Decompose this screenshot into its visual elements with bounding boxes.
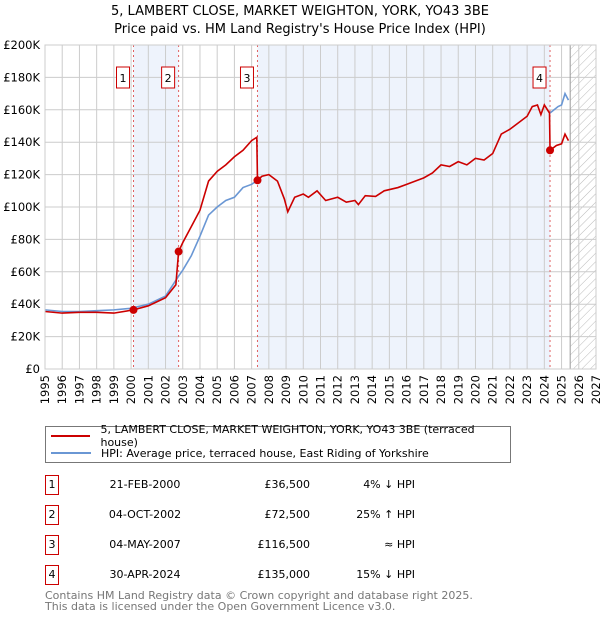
footer-copyright: Contains HM Land Registry data © Crown c… [45, 589, 473, 602]
legend-swatch-red [51, 435, 91, 437]
x-tick-label: 2001 [141, 375, 155, 404]
x-tick-label: 1996 [55, 375, 69, 404]
sale-number-badge: 1 [45, 475, 59, 495]
sale-number-label: 2 [165, 72, 172, 85]
x-tick-label: 2020 [468, 375, 482, 404]
sale-price: £72,500 [264, 508, 311, 521]
sale-hpi-relation: 4% ↓ HPI [363, 478, 415, 491]
x-tick-label: 2009 [279, 375, 293, 404]
y-tick-label: £0 [25, 362, 40, 376]
sale-number-box [161, 66, 176, 89]
y-tick-label: £160K [3, 103, 40, 117]
hpi-line [44, 179, 258, 313]
sale-price: £116,500 [257, 538, 311, 551]
plot-border [44, 44, 597, 370]
y-tick-label: £20K [11, 330, 41, 344]
legend-item-property: 5, LAMBERT CLOSE, MARKET WEIGHTON, YORK,… [46, 423, 510, 449]
x-tick-label: 2025 [555, 375, 569, 404]
sale-number-box [116, 66, 131, 89]
legend: 5, LAMBERT CLOSE, MARKET WEIGHTON, YORK,… [45, 423, 511, 463]
x-tick-label: 2004 [193, 375, 207, 404]
sale-number-label: 1 [120, 72, 127, 85]
sale-row: 1 21-FEB-2000 £36,500 4% ↓ HPI [45, 475, 600, 495]
x-tick-label: 2024 [537, 375, 551, 404]
x-tick-label: 2015 [382, 375, 396, 404]
y-tick-label: £40K [11, 297, 41, 311]
x-tick-label: 2013 [348, 375, 362, 404]
y-tick-label: £180K [3, 70, 40, 84]
x-tick-label: 2005 [210, 375, 224, 404]
sale-marker [546, 146, 555, 155]
sale-hpi-relation: ≈ HPI [384, 538, 415, 551]
sale-number-label: 4 [536, 72, 543, 85]
legend-item-hpi: HPI: Average price, terraced house, East… [46, 445, 429, 461]
footer-licence: This data is licensed under the Open Gov… [45, 600, 396, 613]
sale-date: 04-MAY-2007 [109, 538, 181, 551]
x-tick-label: 1997 [72, 375, 86, 404]
sale-date: 04-OCT-2002 [108, 508, 182, 521]
x-tick-label: 2016 [400, 375, 414, 404]
sale-hpi-relation: 25% ↑ HPI [356, 508, 415, 521]
sale-hpi-relation: 15% ↓ HPI [356, 568, 415, 581]
sale-marker [129, 305, 138, 314]
x-tick-label: 1995 [38, 375, 52, 404]
sale-date: 30-APR-2024 [109, 568, 181, 581]
sale-row: 3 04-MAY-2007 £116,500 ≈ HPI [45, 535, 600, 555]
legend-label: 5, LAMBERT CLOSE, MARKET WEIGHTON, YORK,… [100, 423, 475, 449]
sale-number-box [532, 66, 547, 89]
x-tick-label: 2006 [227, 375, 241, 404]
sale-date: 21-FEB-2000 [109, 478, 181, 491]
x-tick-label: 2007 [245, 375, 259, 404]
x-tick-label: 2012 [331, 375, 345, 404]
y-tick-label: £140K [3, 135, 40, 149]
x-tick-label: 2002 [159, 375, 173, 404]
x-tick-label: 1999 [107, 375, 121, 404]
sale-marker [253, 176, 262, 185]
sale-marker [174, 247, 183, 256]
chart-subtitle: Price paid vs. HM Land Registry's House … [114, 22, 486, 37]
x-tick-label: 2021 [486, 375, 500, 404]
x-tick-label: 2010 [296, 375, 310, 404]
chart-title: 5, LAMBERT CLOSE, MARKET WEIGHTON, YORK,… [111, 4, 489, 19]
x-tick-label: 2026 [572, 375, 586, 404]
hpi-line [549, 91, 570, 114]
x-tick-label: 2019 [451, 375, 465, 404]
x-tick-label: 2022 [503, 375, 517, 404]
x-tick-label: 2011 [314, 375, 328, 404]
sale-row: 4 30-APR-2024 £135,000 15% ↓ HPI [45, 565, 600, 585]
sale-number-badge: 4 [45, 565, 59, 585]
sale-price: £135,000 [257, 568, 311, 581]
y-tick-label: £100K [3, 200, 40, 214]
x-tick-label: 1998 [90, 375, 104, 404]
y-tick-label: £120K [3, 168, 40, 182]
property-price-line [44, 103, 570, 314]
sale-number-box [239, 66, 254, 89]
sale-price: £36,500 [264, 478, 311, 491]
sale-number-label: 3 [243, 72, 250, 85]
y-tick-label: £200K [3, 38, 40, 52]
x-tick-label: 2003 [176, 375, 190, 404]
x-tick-label: 2000 [124, 375, 138, 404]
x-tick-label: 2027 [589, 375, 600, 404]
x-tick-label: 2014 [365, 375, 379, 404]
legend-swatch-blue [51, 452, 91, 454]
x-tick-label: 2023 [520, 375, 534, 404]
x-tick-label: 2017 [417, 375, 431, 404]
price-chart: 1995 1996 1997 1998 1999 2000 2001 2002 2003 2004… [3, 38, 600, 404]
legend-label: HPI: Average price, terraced house, East… [101, 446, 429, 460]
sale-number-badge: 2 [45, 505, 59, 525]
y-tick-label: £80K [11, 232, 41, 246]
sale-number-badge: 3 [45, 535, 59, 555]
x-tick-label: 2008 [262, 375, 276, 404]
x-tick-label: 2018 [434, 375, 448, 404]
y-tick-label: £60K [11, 265, 41, 279]
sale-row: 2 04-OCT-2002 £72,500 25% ↑ HPI [45, 505, 600, 525]
